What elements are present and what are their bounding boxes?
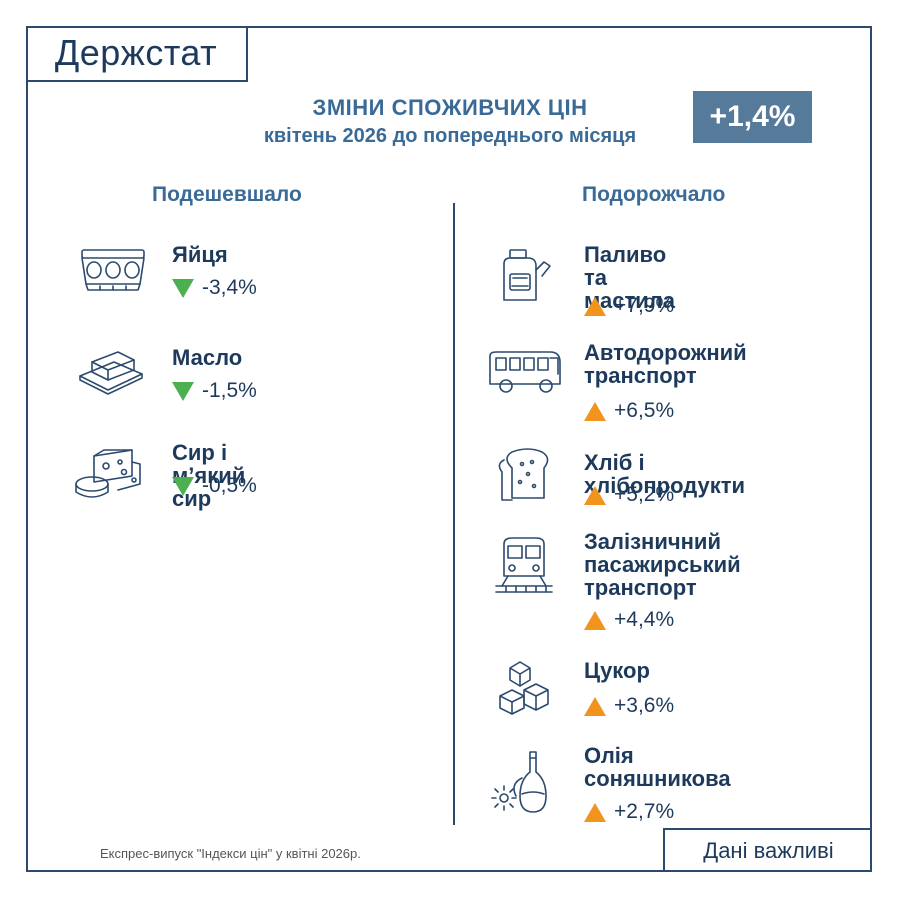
page-title: ЗМІНИ СПОЖИВЧИХ ЦІН bbox=[312, 95, 588, 120]
data-important-label[interactable]: Дані важливі bbox=[663, 828, 872, 872]
up-arrow-icon bbox=[584, 401, 606, 421]
label-line: Олія bbox=[584, 743, 634, 768]
label-line: пасажирський bbox=[584, 552, 741, 577]
change-text: +4,4% bbox=[614, 608, 675, 631]
cheese-icon bbox=[75, 449, 141, 498]
item-label: Хліб і хлібопродукти bbox=[584, 451, 745, 497]
change-text: -3,4% bbox=[202, 276, 257, 299]
logo[interactable]: Держстат bbox=[26, 26, 248, 82]
change-value: +7,9% bbox=[584, 294, 674, 318]
change-text: +7,9% bbox=[614, 294, 675, 317]
butter-icon bbox=[79, 351, 143, 395]
item-label: Автодорожний транспорт bbox=[584, 341, 747, 387]
change-value: -0,5% bbox=[172, 474, 257, 498]
change-text: -1,5% bbox=[202, 379, 257, 402]
item-label: Цукор bbox=[584, 659, 650, 682]
change-text: +2,7% bbox=[614, 800, 675, 823]
page-subtitle: квітень 2026 до попереднього місяця bbox=[263, 125, 637, 147]
label-line: транспорт bbox=[584, 363, 697, 388]
label-line: Цукор bbox=[584, 658, 650, 683]
pricier-heading: Подорожчало bbox=[582, 183, 726, 206]
label-line: Залізничний bbox=[584, 529, 721, 554]
cheaper-heading: Подешевшало bbox=[152, 183, 302, 206]
label-line: Хліб і хлібопродукти bbox=[584, 450, 746, 498]
change-text: +6,5% bbox=[614, 399, 675, 422]
label-line: Автодорожний bbox=[584, 340, 747, 365]
up-arrow-icon bbox=[584, 610, 606, 630]
sugar-cubes-icon bbox=[499, 661, 549, 715]
down-arrow-icon bbox=[172, 381, 194, 401]
change-value: +5,2% bbox=[584, 483, 674, 507]
item-label: Яйця bbox=[172, 242, 228, 267]
change-value: +3,6% bbox=[584, 694, 674, 718]
up-arrow-icon bbox=[584, 296, 606, 316]
down-arrow-icon bbox=[172, 278, 194, 298]
change-value: -1,5% bbox=[172, 379, 257, 403]
fuel-canister-icon bbox=[503, 249, 551, 301]
label-line: мастила bbox=[584, 288, 675, 313]
item-label: Паливо та мастила bbox=[584, 243, 675, 312]
item-label: Олія соняшникова bbox=[584, 744, 731, 790]
label-line: соняшникова bbox=[584, 766, 731, 791]
change-text: +3,6% bbox=[614, 694, 675, 717]
train-icon bbox=[495, 537, 553, 593]
label-line: транспорт bbox=[584, 575, 697, 600]
column-divider bbox=[453, 203, 455, 825]
outer-frame bbox=[26, 26, 872, 872]
change-value: +4,4% bbox=[584, 608, 674, 632]
label-line: Паливо та bbox=[584, 242, 667, 290]
bus-icon bbox=[489, 351, 561, 393]
down-arrow-icon bbox=[172, 476, 194, 496]
total-change-badge: +1,4% bbox=[693, 91, 812, 143]
up-arrow-icon bbox=[584, 485, 606, 505]
change-value: -3,4% bbox=[172, 276, 257, 300]
up-arrow-icon bbox=[584, 696, 606, 716]
oil-bottle-icon bbox=[491, 751, 547, 813]
change-text: -0,5% bbox=[202, 474, 257, 497]
change-value: +2,7% bbox=[584, 800, 674, 824]
up-arrow-icon bbox=[584, 802, 606, 822]
item-label: Масло bbox=[172, 345, 243, 370]
bread-icon bbox=[498, 448, 549, 501]
change-value: +6,5% bbox=[584, 399, 674, 423]
footer-note: Експрес-випуск "Індекси цін" у квітні 20… bbox=[100, 846, 361, 861]
change-text: +5,2% bbox=[614, 483, 675, 506]
item-label: Залізничний пасажирський транспорт bbox=[584, 530, 741, 599]
egg-carton-icon bbox=[81, 249, 145, 291]
